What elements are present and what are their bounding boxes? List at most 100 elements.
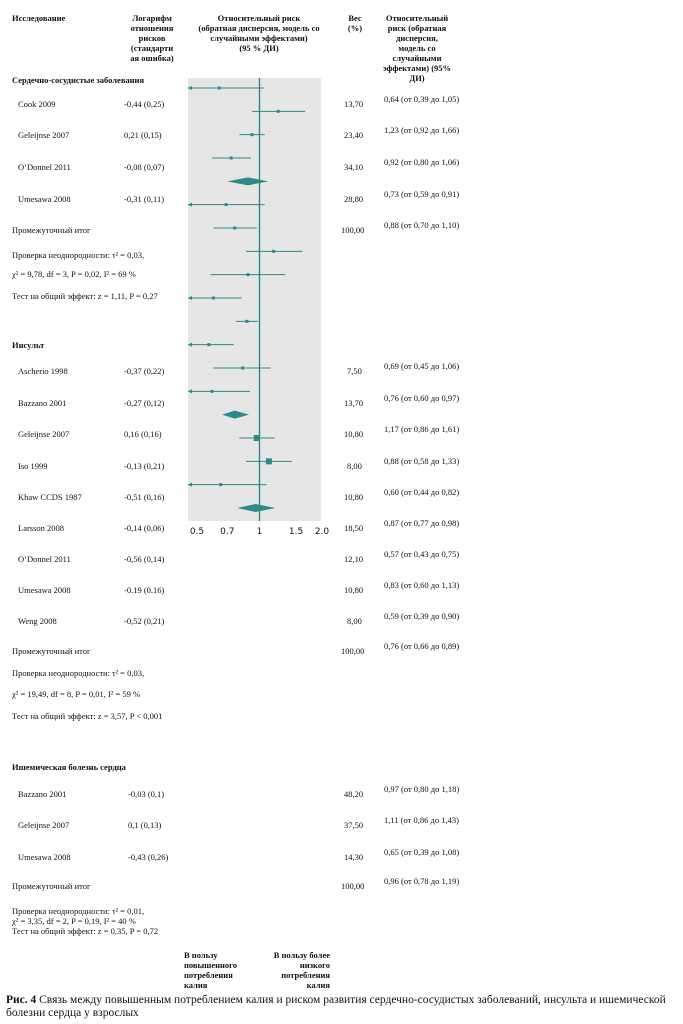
header-ci-line: эффектами) (95% bbox=[382, 63, 452, 73]
weight-value: 34,10 bbox=[344, 162, 364, 172]
ci-text: 0,97 (от 0,80 до 1,18) bbox=[384, 784, 460, 794]
study-ci-mark bbox=[188, 296, 242, 300]
x-tick-label: 2.0 bbox=[315, 527, 330, 537]
subtotal-label: Промежуточный итог bbox=[12, 646, 91, 656]
heterogeneity-text: χ² = 3,35, df = 2, P = 0,19, I² = 40 % bbox=[12, 916, 136, 926]
study-name: Bazzano 2001 bbox=[18, 398, 67, 408]
favours-left-line: повышенного bbox=[184, 960, 238, 970]
logrr-value: -0,13 (0,21) bbox=[124, 461, 165, 471]
subtotal-label: Промежуточный итог bbox=[12, 225, 91, 235]
point-estimate bbox=[210, 389, 214, 393]
header-plot: Относительный риск (обратная дисперсия, … bbox=[184, 13, 334, 53]
ci-text: 0,76 (от 0,60 до 0,97) bbox=[384, 393, 460, 403]
header-ci-line: случайными bbox=[392, 53, 442, 63]
weight-value: 7,50 bbox=[347, 366, 362, 376]
study-name: Geleijnse 2007 bbox=[18, 820, 70, 830]
ci-text: 0,87 (от 0,77 до 0,98) bbox=[384, 518, 460, 528]
logrr-value: -0,37 (0,22) bbox=[124, 366, 165, 376]
study-ci-mark bbox=[211, 156, 251, 160]
study-name: Umesawa 2008 bbox=[18, 852, 71, 862]
point-estimate bbox=[207, 343, 211, 347]
diamond-shape bbox=[237, 504, 276, 512]
plot-panel bbox=[188, 78, 321, 521]
header-study: Исследование bbox=[12, 13, 65, 23]
logrr-value: 0,1 (0,13) bbox=[128, 820, 162, 830]
x-tick-label: 1.5 bbox=[289, 527, 303, 537]
header-logrr-line: Логарифм bbox=[132, 13, 172, 23]
point-estimate bbox=[229, 156, 233, 160]
ci-arrow bbox=[188, 342, 192, 347]
study-ci-mark bbox=[188, 389, 250, 394]
ci-text: 0,69 (от 0,45 до 1,06) bbox=[384, 361, 460, 371]
header-logrr-line: отношения bbox=[130, 23, 174, 33]
x-axis-ticks: 0.5 0.7 1 1.5 2.0 bbox=[190, 527, 330, 537]
ci-text: 0,64 (от 0,39 до 1,05) bbox=[384, 94, 460, 104]
subtotal-ci: 0,96 (от 0,78 до 1,19) bbox=[384, 876, 460, 886]
weight-value: 10,80 bbox=[344, 429, 364, 439]
ci-arrow bbox=[188, 202, 192, 207]
logrr-value: -0,27 (0,12) bbox=[124, 398, 165, 408]
study-name: Khaw CCDS 1987 bbox=[18, 492, 82, 502]
point-estimate bbox=[265, 458, 272, 465]
x-tick-label: 0.7 bbox=[220, 527, 234, 537]
ci-text: 0,59 (от 0,39 до 0,90) bbox=[384, 611, 460, 621]
study-name: Iso 1999 bbox=[18, 461, 48, 471]
heterogeneity-text: Проверка неоднородности: τ² = 0,03, bbox=[12, 250, 145, 260]
ci-arrow bbox=[188, 86, 192, 90]
figure-caption: Рис. 4 Связь между повышенным потреблени… bbox=[6, 994, 676, 1020]
study-ci-mark bbox=[245, 249, 303, 253]
point-estimate bbox=[233, 226, 237, 230]
ci-text: 0,92 (от 0,80 до 1,06) bbox=[384, 157, 460, 167]
study-ci-mark bbox=[188, 342, 234, 347]
study-name: Weng 2008 bbox=[18, 616, 57, 626]
subtotal-weight: 100,00 bbox=[341, 881, 365, 891]
point-estimate bbox=[245, 319, 249, 323]
study-name: Larsson 2008 bbox=[18, 523, 65, 533]
study-ci-mark bbox=[239, 435, 275, 441]
weight-value: 13,70 bbox=[344, 398, 364, 408]
diamond-shape bbox=[222, 410, 249, 419]
study-ci-mark bbox=[245, 458, 292, 465]
subtotal-ci: 0,88 (от 0,70 до 1,10) bbox=[384, 220, 460, 230]
favours-right-line: калия bbox=[306, 980, 330, 990]
section-title: Ишемическая болезнь сердца bbox=[12, 762, 126, 772]
study-ci-mark bbox=[188, 202, 265, 207]
overall-effect-text: Тест на общий эффект: z = 0,35, P = 0,72 bbox=[12, 926, 159, 936]
point-estimate bbox=[217, 86, 221, 90]
point-estimate bbox=[241, 366, 245, 370]
weight-value: 10,80 bbox=[344, 492, 364, 502]
header-weight: Вес (%) bbox=[340, 13, 370, 33]
logrr-value: -0,44 (0,25) bbox=[124, 99, 165, 109]
header-plot-line: (95 % ДИ) bbox=[239, 43, 279, 53]
header-weight-line: Вес bbox=[348, 13, 362, 23]
caption-label: Рис. 4 bbox=[6, 994, 37, 1006]
subtotal-weight: 100,00 bbox=[341, 646, 365, 656]
study-name: Bazzano 2001 bbox=[18, 789, 67, 799]
study-name: Cook 2009 bbox=[18, 99, 56, 109]
favours-right-line: потребления bbox=[281, 970, 330, 980]
heterogeneity-text: χ² = 19,49, df = 8, P = 0,01, I² = 59 % bbox=[12, 689, 141, 699]
study-ci-mark bbox=[210, 273, 286, 277]
ci-text: 0,73 (от 0,59 до 0,91) bbox=[384, 189, 460, 199]
logrr-value: -0,56 (0,14) bbox=[124, 554, 165, 564]
weight-value: 48,20 bbox=[344, 789, 364, 799]
study-name: O’Donnel 2011 bbox=[18, 554, 71, 564]
x-tick-label: 1 bbox=[257, 527, 263, 537]
weight-value: 8,00 bbox=[347, 461, 362, 471]
weight-value: 10,80 bbox=[344, 585, 364, 595]
point-estimate bbox=[211, 296, 215, 300]
header-weight-line: (%) bbox=[347, 23, 363, 33]
study-ci-mark bbox=[188, 482, 267, 487]
favours-left-line: В пользу bbox=[184, 950, 218, 960]
weight-value: 13,70 bbox=[344, 99, 364, 109]
subtotal-ci: 0,76 (от 0,66 до 0,89) bbox=[384, 641, 460, 651]
header-logrr-line: (стандарти bbox=[130, 43, 174, 53]
ci-arrow bbox=[188, 389, 192, 394]
header-ci: Относительный риск (обратная дисперсия, … bbox=[374, 13, 460, 83]
study-ci-mark bbox=[213, 366, 271, 370]
logrr-value: -0,14 (0,06) bbox=[124, 523, 165, 533]
pooled-diamond bbox=[237, 504, 276, 512]
header-plot-line: Относительный риск bbox=[217, 13, 301, 23]
favours-right-label: В пользу более низкого потребления калия bbox=[268, 950, 330, 990]
overall-effect-text: Тест на общий эффект: z = 1,11, P = 0,27 bbox=[12, 291, 158, 301]
